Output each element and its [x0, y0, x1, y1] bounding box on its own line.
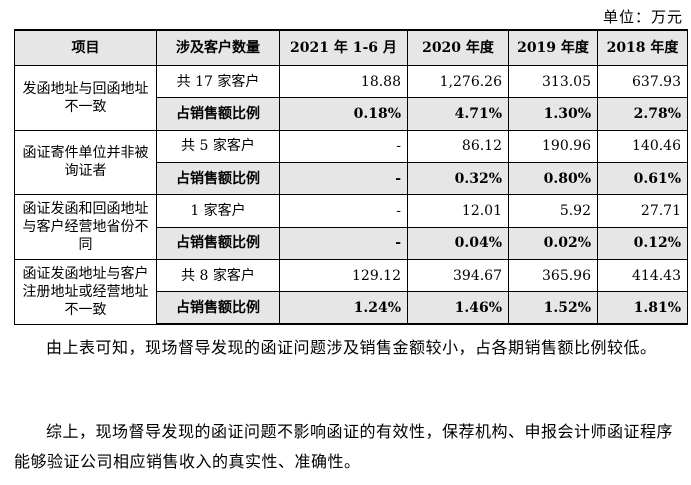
row-item: 发函地址与回函地址不一致: [14, 65, 157, 131]
header-2018: 2018 年度: [597, 29, 688, 66]
ratio-cell: 2.78%: [597, 97, 688, 131]
value-cell: 5.92: [508, 194, 598, 228]
ratio-cell: 1.81%: [597, 291, 688, 326]
value-cell: 86.12: [407, 129, 509, 163]
value-cell: -: [279, 194, 408, 228]
ratio-cell: 0.80%: [508, 161, 598, 196]
value-cell: 18.88: [279, 64, 408, 99]
ratio-cell: 0.61%: [597, 161, 688, 196]
value-cell: 1,276.26: [407, 64, 509, 99]
ratio-cell: -: [279, 161, 408, 196]
header-2021h1: 2021 年 1-6 月: [279, 29, 408, 66]
ratio-cell: 4.71%: [407, 97, 509, 131]
ratio-cell: 0.32%: [407, 161, 509, 196]
header-item: 项目: [14, 29, 157, 66]
value-cell: 365.96: [508, 258, 598, 293]
ratio-label: 占销售额比例: [156, 97, 280, 131]
header-2019: 2019 年度: [508, 29, 598, 66]
table-row-ratio: 占销售额比例 0.18% 4.71% 1.30% 2.78%: [15, 97, 688, 131]
ratio-cell: 0.18%: [279, 97, 408, 131]
header-2020: 2020 年度: [407, 29, 509, 66]
conclusion-paragraph: 综上，现场督导发现的函证问题不影响函证的有效性，保荐机构、申报会计师函证程序能够…: [14, 422, 674, 471]
ratio-cell: 1.46%: [407, 291, 509, 326]
value-cell: -: [279, 129, 408, 163]
customer-count: 共 8 家客户: [156, 258, 280, 293]
customer-count: 共 17 家客户: [156, 64, 280, 99]
table-row: 函证寄件单位并非被询证者 共 5 家客户 - 86.12 190.96 140.…: [14, 129, 688, 196]
value-cell: 394.67: [407, 258, 509, 293]
ratio-cell: 0.02%: [508, 226, 598, 260]
ratio-label: 占销售额比例: [156, 291, 280, 326]
ratio-cell: 1.24%: [279, 291, 408, 326]
ratio-cell: -: [279, 226, 408, 260]
ratio-label: 占销售额比例: [156, 226, 280, 260]
unit-label: 单位：万元: [602, 8, 683, 26]
value-cell: 414.43: [597, 258, 688, 293]
value-cell: 190.96: [508, 129, 598, 163]
ratio-cell: 1.30%: [508, 97, 598, 131]
row-item: 函证寄件单位并非被询证者: [14, 129, 157, 196]
customer-count: 共 5 家客户: [156, 129, 280, 163]
value-cell: 129.12: [279, 258, 408, 293]
data-table: 项目 涉及客户数量 2021 年 1-6 月 2020 年度 2019 年度 2…: [14, 29, 688, 326]
table-row: 函证发函地址与客户注册地址或经营地址不一致 共 8 家客户 129.12 394…: [14, 258, 688, 325]
table-header-row: 项目 涉及客户数量 2021 年 1-6 月 2020 年度 2019 年度 2…: [14, 29, 688, 66]
ratio-label: 占销售额比例: [156, 161, 280, 196]
ratio-cell: 0.04%: [407, 226, 509, 260]
value-cell: 140.46: [597, 129, 688, 163]
ratio-cell: 0.12%: [597, 226, 688, 260]
customer-count: 1 家客户: [156, 194, 280, 228]
table-row: 函证发函和回函地址与客户经营地省份不同 1 家客户 - 12.01 5.92 2…: [14, 194, 688, 260]
ratio-cell: 1.52%: [508, 291, 598, 326]
table-row-ratio: 占销售额比例 1.24% 1.46% 1.52% 1.81%: [15, 291, 688, 326]
value-cell: 12.01: [407, 194, 509, 228]
table-row: 发函地址与回函地址不一致 共 17 家客户 18.88 1,276.26 313…: [14, 64, 688, 131]
value-cell: 313.05: [508, 64, 598, 99]
row-item: 函证发函地址与客户注册地址或经营地址不一致: [14, 258, 157, 325]
table-row-ratio: 占销售额比例 - 0.04% 0.02% 0.12%: [15, 226, 688, 260]
summary-paragraph: 由上表可知，现场督导发现的函证问题涉及销售金额较小，占各期销售额比例较低。: [46, 338, 657, 357]
value-cell: 637.93: [597, 64, 688, 99]
row-item: 函证发函和回函地址与客户经营地省份不同: [14, 194, 157, 260]
value-cell: 27.71: [597, 194, 688, 228]
header-customer-count: 涉及客户数量: [156, 29, 280, 66]
